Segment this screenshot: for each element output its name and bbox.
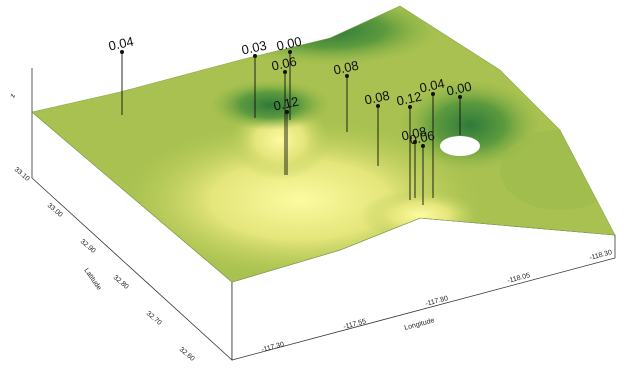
z-axis-title: z (9, 93, 17, 99)
post-label: 0.08 (400, 124, 428, 144)
y-tick-label: 33.10 (13, 166, 31, 183)
post-label: 0.04 (418, 76, 446, 96)
post-label: 0.06 (270, 54, 298, 74)
post-label: 0.12 (272, 94, 300, 114)
post-label: 0.08 (363, 88, 391, 108)
post-dot (413, 140, 417, 144)
post-label: 0.12 (395, 89, 423, 109)
post-label: 0.03 (240, 38, 268, 58)
y-tick-label: 32.60 (178, 346, 196, 363)
post-dot (283, 70, 287, 74)
post-dot (253, 54, 257, 58)
post-label: 0.08 (332, 58, 360, 78)
y-tick-label: 32.90 (79, 238, 97, 255)
post-label: 0.00 (445, 79, 473, 99)
post-dot (421, 144, 425, 148)
post-dot (288, 50, 292, 54)
post-dot (376, 104, 380, 108)
y-tick-label: 32.80 (112, 274, 130, 291)
post-label: 0.04 (107, 34, 135, 54)
y-tick-label: 32.70 (145, 310, 163, 327)
post-dot (431, 92, 435, 96)
post-dot (120, 50, 124, 54)
post-label: 0.06 (408, 128, 436, 148)
post-label: 0.00 (275, 34, 303, 54)
y-axis-title: Latitude (82, 267, 102, 292)
post-dot (408, 105, 412, 109)
post-dot (285, 110, 289, 114)
hole (440, 136, 480, 156)
post-dot (345, 74, 349, 78)
x-axis-title: Longitude (404, 317, 436, 332)
post-dot (458, 95, 462, 99)
